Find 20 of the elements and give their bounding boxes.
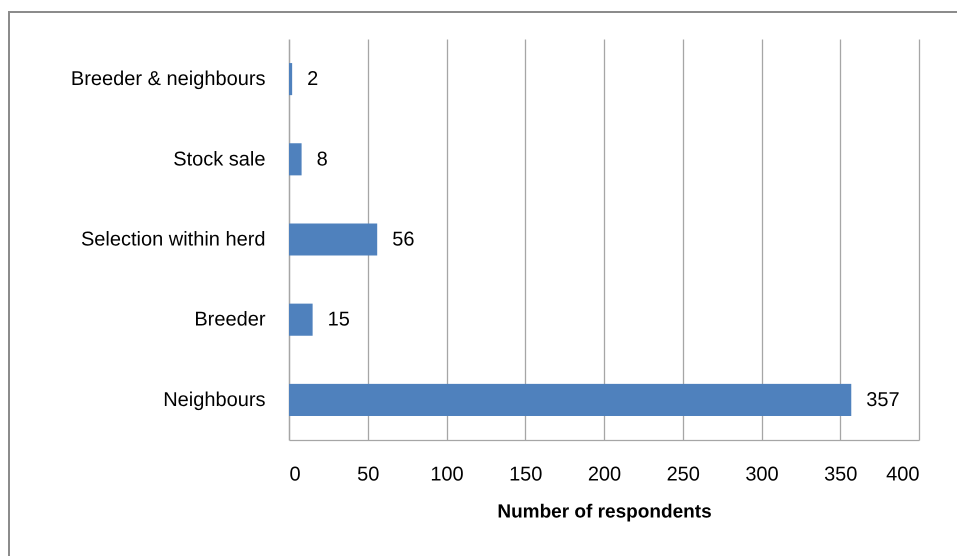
data-label: 2: [307, 68, 318, 90]
x-tick-label: 250: [666, 464, 700, 486]
x-tick-label: 0: [290, 464, 301, 486]
x-tick-label: 200: [588, 464, 622, 486]
data-label: 56: [392, 228, 414, 250]
y-tick-label: Breeder: [194, 308, 266, 331]
x-tick-label: 350: [824, 464, 858, 486]
data-label: 8: [316, 148, 328, 170]
data-label: 357: [866, 388, 900, 411]
y-tick-label: Breeder & neighbours: [70, 68, 266, 90]
x-tick-label: 150: [509, 464, 542, 486]
y-tick-label: Selection within herd: [80, 228, 266, 250]
y-tick-label: Stock sale: [173, 148, 266, 170]
x-tick-label: 300: [745, 464, 779, 486]
x-tick-label: 400: [886, 464, 920, 486]
x-axis-title: Number of respondents: [497, 502, 712, 522]
x-tick-label: 100: [430, 464, 464, 486]
x-tick-label: 50: [357, 464, 380, 486]
y-tick-label: Neighbours: [163, 388, 266, 411]
data-label: 15: [328, 308, 350, 331]
